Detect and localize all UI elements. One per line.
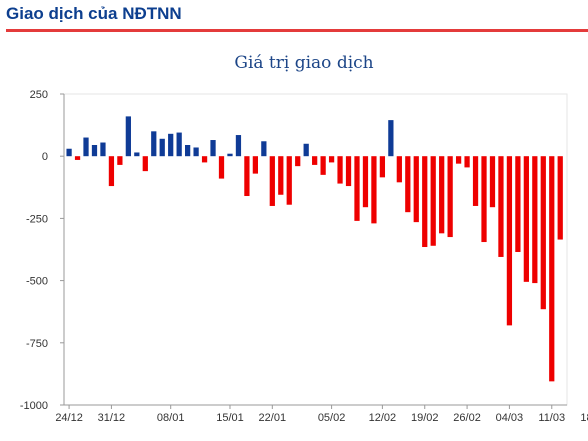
bar bbox=[455, 156, 462, 164]
bar bbox=[74, 156, 81, 160]
bar bbox=[108, 156, 115, 187]
bar bbox=[388, 120, 394, 157]
x-tick-label: 31/12 bbox=[98, 412, 126, 424]
x-axis-ticks: 24/12 31/12 08/01 15/01 22/01 05/02 12/02 19/02… bbox=[55, 405, 588, 424]
bar bbox=[210, 140, 216, 157]
x-tick-label: 11/03 bbox=[538, 412, 565, 424]
bar bbox=[413, 156, 419, 223]
bar bbox=[117, 156, 123, 165]
bar bbox=[379, 156, 386, 178]
page-title: Giao dịch của NĐTNN bbox=[6, 4, 182, 23]
x-tick-label: 08/01 bbox=[157, 412, 185, 424]
bar bbox=[430, 156, 436, 246]
bar bbox=[447, 156, 453, 238]
bar bbox=[464, 156, 470, 168]
x-tick-label: 18/03 bbox=[580, 412, 588, 424]
bar bbox=[142, 156, 148, 172]
header-divider bbox=[6, 29, 588, 32]
bar bbox=[532, 156, 538, 284]
page-header: Giao dịch của NĐTNN bbox=[0, 0, 588, 32]
bar bbox=[312, 156, 318, 165]
bar bbox=[405, 156, 411, 213]
bar bbox=[244, 156, 250, 197]
bar bbox=[66, 148, 72, 157]
bar bbox=[201, 156, 208, 163]
bar bbox=[151, 131, 157, 157]
bar bbox=[345, 156, 352, 187]
bar bbox=[261, 141, 267, 157]
bar bbox=[295, 156, 301, 167]
bar bbox=[278, 156, 284, 195]
bar bbox=[328, 156, 335, 163]
bar bbox=[506, 156, 513, 326]
bar bbox=[252, 156, 258, 174]
x-tick-label: 04/03 bbox=[496, 412, 524, 424]
bar bbox=[125, 116, 131, 157]
y-tick-label: 250 bbox=[30, 89, 48, 101]
chart-axes bbox=[63, 93, 568, 406]
bar bbox=[100, 142, 106, 157]
bar bbox=[362, 156, 369, 208]
bar bbox=[354, 156, 360, 221]
bar bbox=[286, 156, 292, 205]
x-tick-label: 26/02 bbox=[453, 412, 481, 424]
bar bbox=[176, 132, 182, 157]
x-tick-label: 05/02 bbox=[318, 412, 346, 424]
x-tick-label: 15/01 bbox=[216, 412, 244, 424]
bar bbox=[91, 145, 98, 157]
bar bbox=[523, 156, 529, 282]
bar bbox=[515, 156, 521, 252]
y-tick-label: -250 bbox=[26, 213, 48, 225]
bar bbox=[337, 156, 343, 184]
bar bbox=[193, 147, 199, 157]
bar bbox=[549, 156, 555, 382]
bar bbox=[396, 156, 402, 183]
bar bbox=[134, 152, 140, 157]
transaction-value-chart: Giá trị giao dịch 2500-250-500-750-1000 … bbox=[20, 53, 588, 424]
x-tick-label: 19/02 bbox=[411, 412, 439, 424]
bar bbox=[83, 137, 89, 157]
plot-border bbox=[63, 93, 568, 406]
bar bbox=[540, 156, 546, 310]
bar bbox=[557, 156, 563, 240]
chart-container: Giá trị giao dịch 250 0 -250 -500 -750 -1000 … bbox=[0, 32, 588, 441]
bar bbox=[218, 156, 225, 179]
y-tick-label: 0 bbox=[42, 151, 48, 163]
y-axis-ticks: 250 0 -250 -500 -750 -1000 bbox=[20, 89, 64, 412]
bar bbox=[439, 156, 445, 234]
x-tick-label: 24/12 bbox=[55, 412, 83, 424]
bar bbox=[422, 156, 428, 248]
bar bbox=[472, 156, 479, 206]
bar bbox=[481, 156, 487, 243]
chart-title: Giá trị giao dịch bbox=[234, 53, 373, 73]
bar bbox=[303, 143, 309, 157]
bar bbox=[235, 135, 242, 157]
bar bbox=[371, 156, 377, 224]
bar bbox=[159, 138, 165, 157]
bar bbox=[489, 156, 496, 208]
bar bbox=[227, 153, 233, 157]
bar bbox=[320, 156, 326, 175]
bar bbox=[269, 156, 275, 206]
y-tick-label: -1000 bbox=[20, 400, 48, 412]
y-tick-label: -500 bbox=[26, 276, 48, 288]
bar bbox=[168, 133, 174, 157]
bar bbox=[498, 156, 504, 257]
x-tick-label: 12/02 bbox=[369, 412, 397, 424]
chart-bars bbox=[66, 116, 563, 382]
bar bbox=[185, 145, 191, 157]
y-tick-label: -750 bbox=[26, 338, 48, 350]
x-tick-label: 22/01 bbox=[259, 412, 287, 424]
